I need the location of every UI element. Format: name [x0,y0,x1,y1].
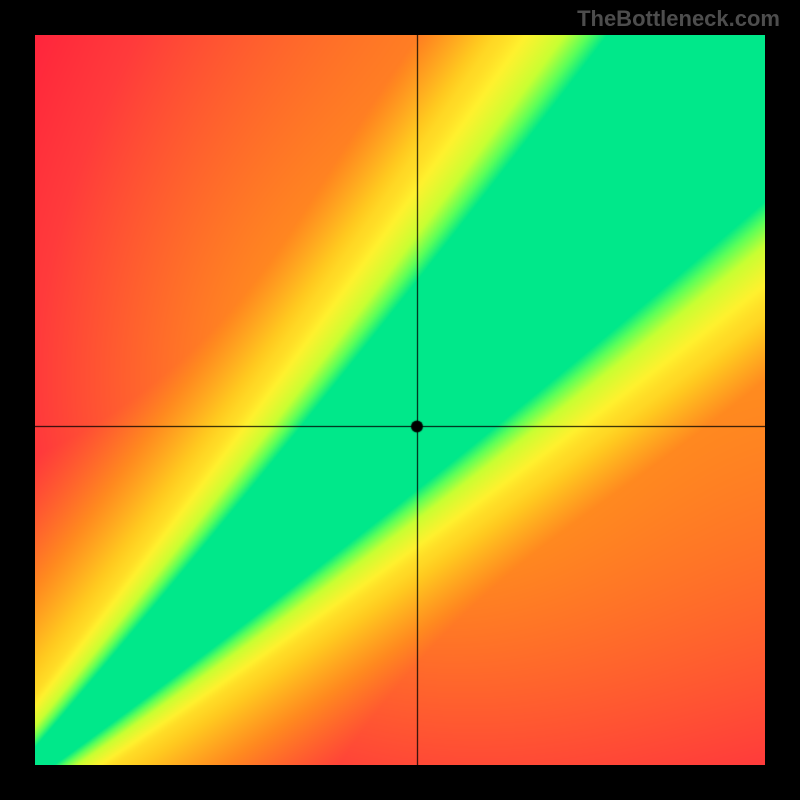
watermark-text: TheBottleneck.com [577,6,780,32]
root-container: TheBottleneck.com [0,0,800,800]
heatmap-canvas [35,35,765,765]
heatmap-plot-area [35,35,765,765]
